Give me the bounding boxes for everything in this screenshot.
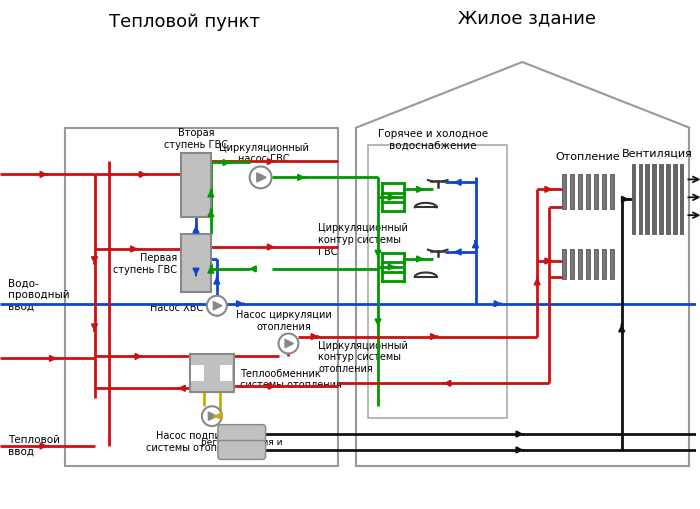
Text: Система
регулирования и
защиты: Система регулирования и защиты [201,426,283,456]
Text: Отопление: Отопление [556,152,620,162]
Text: Насос подпитки
системы отопления: Насос подпитки системы отопления [146,430,248,452]
Circle shape [207,296,227,316]
Text: Циркуляционный
контур системы
отопления: Циркуляционный контур системы отопления [318,340,408,373]
Circle shape [279,334,298,354]
Bar [220,365,232,382]
Text: Первая
ступень ГВС: Первая ступень ГВС [113,252,177,274]
Text: Теплообменник
системы отопления: Теплообменник системы отопления [239,368,342,389]
FancyBboxPatch shape [218,425,265,444]
Bar [631,165,635,235]
Text: Тепловой пункт: Тепловой пункт [108,13,260,31]
Text: Насос циркуляции
отопления: Насос циркуляции отопления [236,309,331,331]
Bar [578,249,582,279]
Polygon shape [209,412,217,420]
Text: Тепловой
ввод: Тепловой ввод [8,434,60,456]
Bar [666,165,670,235]
Polygon shape [285,340,293,348]
Text: Вторая
ступень ГВС: Вторая ступень ГВС [164,128,228,149]
FancyBboxPatch shape [218,441,265,460]
Text: Циркуляционный
насос ГВС: Циркуляционный насос ГВС [218,143,309,164]
Bar [680,165,683,235]
Bar [594,175,598,210]
Text: Жилое здание: Жилое здание [458,9,596,27]
Bar [368,145,507,418]
Bar [586,249,590,279]
Text: Циркуляционный
контур системы
ГВС: Циркуляционный контур системы ГВС [318,223,408,256]
Bar [602,175,606,210]
Bar [181,153,211,218]
Text: Насос ХВС: Насос ХВС [150,302,203,312]
Bar [659,165,663,235]
Text: Вентиляция: Вентиляция [622,148,693,158]
Bar [181,235,211,292]
Circle shape [202,406,222,426]
Bar [570,175,574,210]
Text: Водо-
проводный
ввод: Водо- проводный ввод [8,277,69,311]
Bar [64,128,338,466]
Bar [562,249,566,279]
Polygon shape [257,174,266,183]
Bar [610,175,614,210]
Polygon shape [214,302,222,310]
Text: Горячее и холодное
водоснабжение: Горячее и холодное водоснабжение [378,129,488,150]
Bar [190,355,234,392]
Bar [652,165,656,235]
Bar [610,249,614,279]
Bar [562,175,566,210]
Bar [570,249,574,279]
Bar [192,365,204,382]
Circle shape [250,167,272,189]
Bar [594,249,598,279]
Bar [578,175,582,210]
Bar [645,165,649,235]
Bar [673,165,676,235]
Bar [638,165,642,235]
Bar [602,249,606,279]
Bar [586,175,590,210]
